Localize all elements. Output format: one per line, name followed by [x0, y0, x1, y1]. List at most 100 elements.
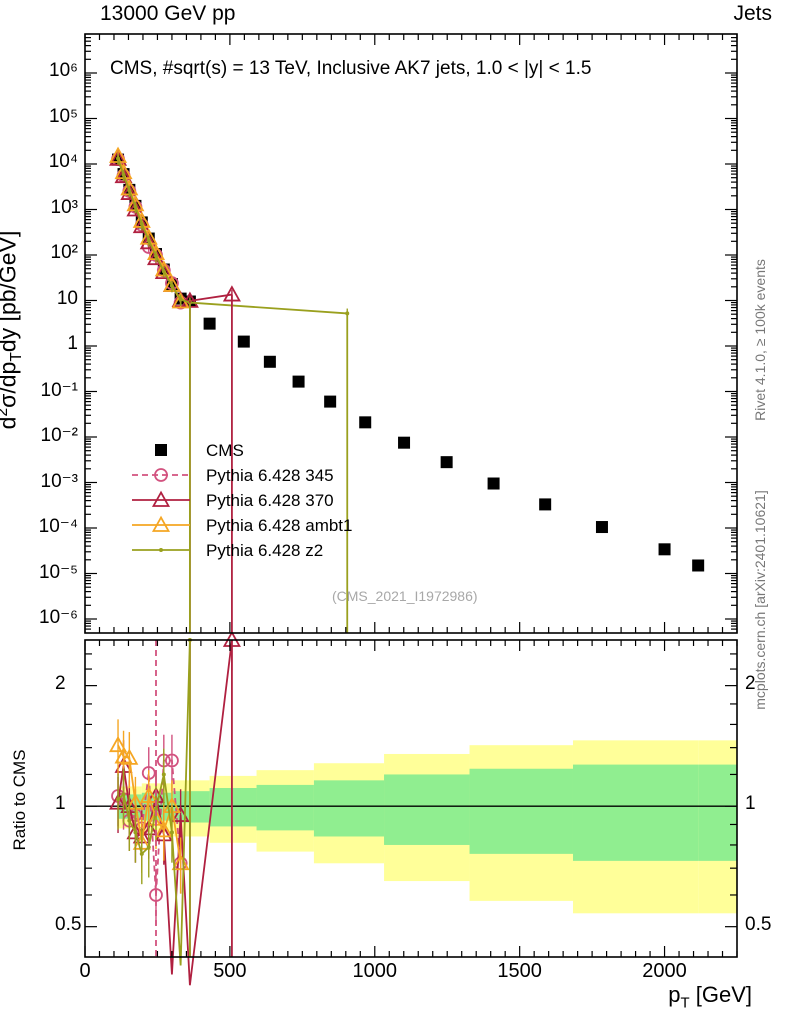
marker-circle	[154, 468, 168, 482]
marker-square	[658, 543, 671, 556]
band-inner-segment	[313, 780, 385, 837]
plot-legend: CMS Pythia 6.428 345 Pythia 6.428 370 Pythi…	[132, 441, 352, 560]
ratio-y-tick-label-left: 1	[55, 793, 66, 815]
x-tick-label: 1000	[352, 960, 398, 982]
main-y-tick-label: 10⁻⁴	[38, 516, 78, 537]
main-y-tick-label: 10⁴	[48, 151, 78, 172]
band-inner-segment	[384, 774, 470, 845]
ratio-offscale-droplines	[155, 640, 233, 957]
main-y-tick-label: 10³	[50, 196, 78, 218]
x-axis-label: pT [GeV]	[668, 982, 752, 1012]
x-tick-label: 2000	[642, 960, 687, 982]
legend-label-1: Pythia 6.428 345	[206, 466, 334, 485]
marker-dot	[116, 156, 121, 161]
marker-dot	[169, 283, 174, 288]
ratio-y-tick-label-left: 2	[55, 672, 66, 694]
main-y-tick-label: 10⁻⁶	[39, 607, 78, 628]
marker-circle	[165, 753, 179, 768]
band-inner-segment	[469, 768, 573, 854]
marker-square	[324, 395, 337, 408]
marker-square	[692, 559, 705, 572]
ratio-y-tick-label-right: 2	[745, 672, 756, 694]
marker-square	[398, 436, 411, 449]
marker-dot	[153, 807, 158, 812]
marker-triangle	[120, 748, 139, 765]
marker-square	[203, 317, 216, 330]
ratio-uncertainty-bands	[118, 740, 737, 914]
header-category-label: Jets	[733, 2, 772, 25]
main-offscale-droplines	[188, 294, 349, 633]
main-y-tick-label: 10⁻³	[40, 470, 79, 492]
legend-label-2: Pythia 6.428 370	[206, 491, 334, 510]
rivet-version-label: Rivet 4.1.0, ≥ 100k events	[752, 259, 768, 421]
analysis-id-watermark: (CMS_2021_I1972986)	[332, 588, 478, 604]
marker-dot	[133, 204, 138, 209]
ratio-y-tick-label-right: 1	[745, 793, 756, 815]
marker-dot	[121, 792, 126, 797]
marker-dot	[121, 172, 126, 177]
main-y-tick-label: 1	[67, 333, 78, 354]
marker-dot	[139, 222, 144, 227]
x-tick-label: 500	[213, 960, 247, 982]
x-tick-label: 1500	[497, 960, 542, 982]
marker-square	[359, 416, 372, 429]
header-beam-label: 13000 GeV pp	[100, 2, 236, 25]
marker-dot	[153, 254, 158, 259]
marker-triangle	[109, 735, 128, 753]
main-series-cms	[112, 153, 705, 572]
marker-square	[487, 477, 500, 490]
main-series-pythia-6-428-z2	[116, 153, 350, 320]
ratio-y-ticks	[85, 653, 737, 928]
main-y-tick-label: 10	[56, 287, 78, 309]
marker-square	[595, 521, 608, 534]
marker-square	[237, 335, 250, 348]
x-tick-label: 0	[79, 960, 91, 982]
marker-dot	[161, 269, 166, 274]
marker-dot	[133, 830, 138, 835]
main-y-tick-label: 10⁻¹	[40, 379, 79, 401]
marker-square	[292, 375, 305, 388]
legend-label-0: CMS	[206, 441, 244, 460]
marker-triangle	[126, 200, 145, 217]
main-y-tick-label: 10⁶	[49, 60, 78, 81]
marker-dot	[161, 772, 166, 777]
main-y-tick-label: 10²	[50, 242, 78, 263]
main-x-ticks	[84, 34, 738, 633]
marker-triangle	[114, 166, 133, 184]
ratio-panel-frame	[84, 639, 738, 958]
legend-label-3: Pythia 6.428 ambt1	[206, 516, 352, 535]
band-inner-segment	[698, 764, 737, 861]
main-y-tick-label: 10⁻²	[40, 425, 79, 446]
marker-dot	[169, 830, 174, 835]
marker-triangle	[146, 248, 166, 266]
main-plot-caption: CMS, #sqrt(s) = 13 TeV, Inclusive AK7 je…	[110, 58, 592, 79]
ratio-x-ticks	[84, 640, 738, 957]
marker-triangle	[139, 232, 158, 250]
main-y-ticks	[85, 36, 737, 630]
marker-dot	[139, 851, 144, 856]
marker-triangle	[151, 515, 171, 532]
marker-dot	[127, 818, 132, 823]
ratio-series-pythia-6-428-z2	[116, 638, 192, 966]
ratio-y-axis-label: Ratio to CMS	[10, 749, 29, 851]
marker-dot	[127, 188, 132, 193]
band-inner-segment	[572, 764, 699, 861]
main-y-tick-label: 10⁵	[48, 105, 78, 127]
marker-triangle	[154, 262, 173, 280]
marker-dot	[116, 797, 121, 802]
marker-dot	[146, 845, 151, 850]
ratio-y-tick-label-left: 0.5	[55, 913, 82, 935]
marker-square	[440, 456, 453, 469]
marker-dot	[178, 297, 183, 302]
marker-square	[539, 498, 552, 511]
legend-label-4: Pythia 6.428 z2	[206, 541, 323, 560]
marker-square	[263, 355, 276, 368]
marker-dot	[159, 548, 163, 552]
band-inner-segment	[209, 788, 257, 827]
marker-triangle	[151, 490, 171, 507]
marker-triangle	[154, 821, 173, 838]
ratio-y-tick-label-right: 0.5	[745, 913, 772, 935]
main-y-tick-label: 10⁻⁵	[38, 561, 78, 583]
